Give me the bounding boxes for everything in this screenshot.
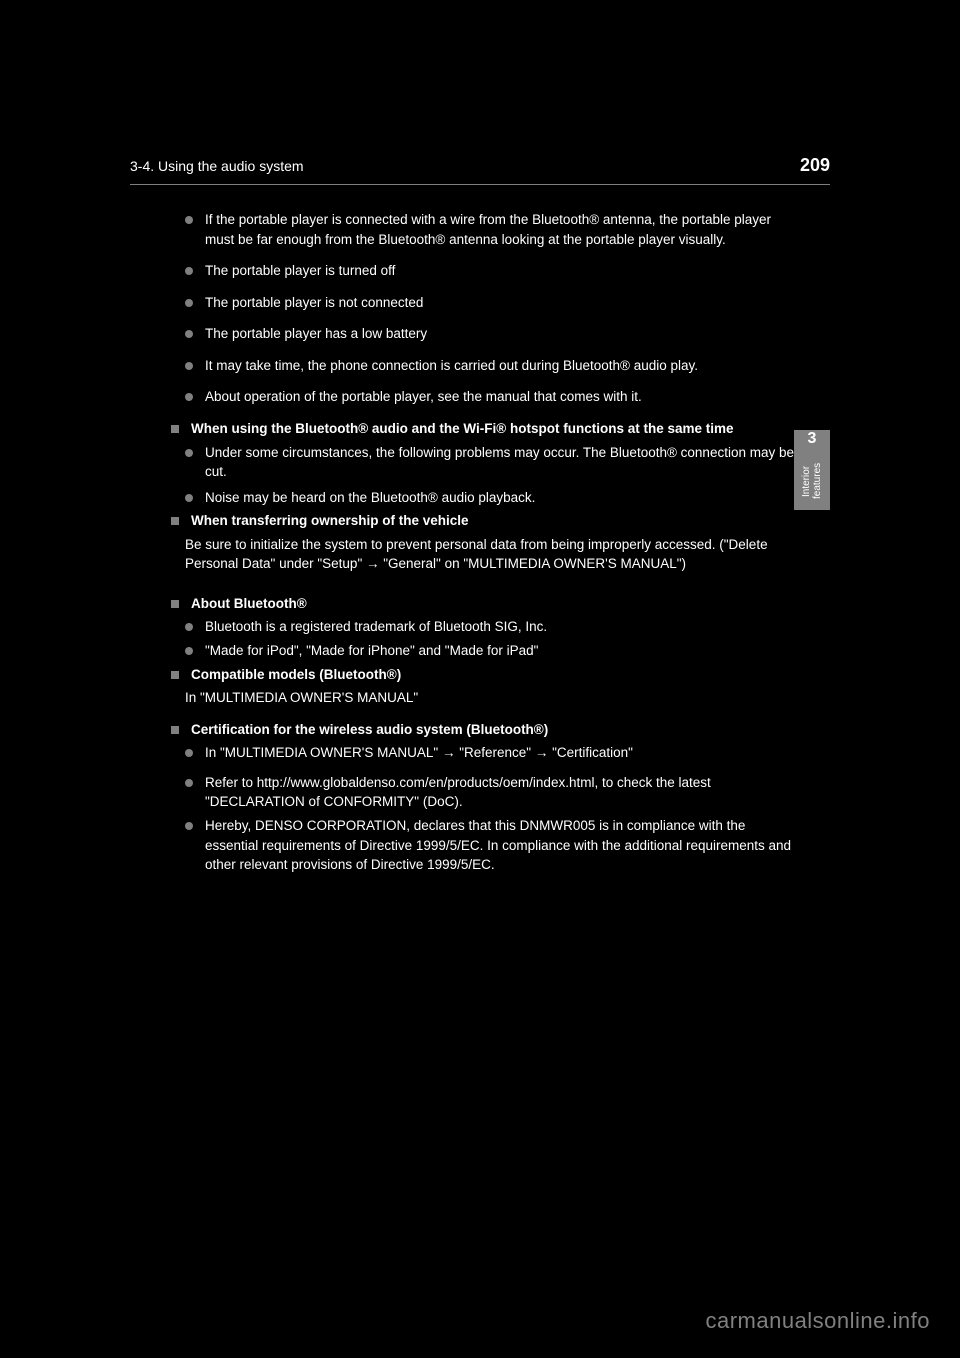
heading-text: Certification for the wireless audio sys… bbox=[191, 720, 548, 740]
list-item: Bluetooth is a registered trademark of B… bbox=[185, 617, 800, 637]
list-item: Refer to http://www.globaldenso.com/en/p… bbox=[185, 773, 800, 812]
chapter-number: 3 bbox=[808, 430, 817, 448]
page-number: 209 bbox=[800, 155, 830, 176]
list-item: Under some circumstances, the following … bbox=[185, 443, 800, 482]
circle-bullet-icon bbox=[185, 362, 193, 370]
circle-bullet-icon bbox=[185, 647, 193, 655]
page-header: 3-4. Using the audio system 209 bbox=[130, 155, 830, 185]
circle-bullet-icon bbox=[185, 330, 193, 338]
heading-text: When transferring ownership of the vehic… bbox=[191, 511, 469, 531]
list-item: Noise may be heard on the Bluetooth® aud… bbox=[185, 488, 800, 508]
list-item-text: Hereby, DENSO CORPORATION, declares that… bbox=[205, 816, 800, 875]
heading-text: Compatible models (Bluetooth®) bbox=[191, 665, 401, 685]
list-item-text: The portable player has a low battery bbox=[205, 324, 427, 344]
circle-bullet-icon bbox=[185, 494, 193, 502]
list-item: The portable player is turned off bbox=[185, 261, 800, 281]
body-text: Be sure to initialize the system to prev… bbox=[185, 535, 800, 574]
list-item-text: Noise may be heard on the Bluetooth® aud… bbox=[205, 488, 535, 508]
heading-row: When transferring ownership of the vehic… bbox=[185, 511, 800, 531]
list-item-text: It may take time, the phone connection i… bbox=[205, 356, 698, 376]
heading-row: About Bluetooth® bbox=[185, 594, 800, 614]
body-text: In "MULTIMEDIA OWNER'S MANUAL" bbox=[185, 688, 418, 708]
list-item-text: In "MULTIMEDIA OWNER'S MANUAL" → "Refere… bbox=[205, 743, 633, 763]
text-line: In "MULTIMEDIA OWNER'S MANUAL" bbox=[185, 688, 800, 708]
watermark: carmanualsonline.info bbox=[705, 1308, 930, 1334]
circle-bullet-icon bbox=[185, 623, 193, 631]
square-bullet-icon bbox=[171, 600, 179, 608]
heading-row: When using the Bluetooth® audio and the … bbox=[185, 419, 800, 439]
circle-bullet-icon bbox=[185, 779, 193, 787]
list-item-text: "Made for iPod", "Made for iPhone" and "… bbox=[205, 641, 538, 661]
list-item: About operation of the portable player, … bbox=[185, 387, 800, 407]
list-item-text: About operation of the portable player, … bbox=[205, 387, 642, 407]
section-title: 3-4. Using the audio system bbox=[130, 158, 304, 174]
list-item: The portable player has a low battery bbox=[185, 324, 800, 344]
heading-text: When using the Bluetooth® audio and the … bbox=[191, 419, 734, 439]
list-item: Hereby, DENSO CORPORATION, declares that… bbox=[185, 816, 800, 875]
list-item-text: The portable player is not connected bbox=[205, 293, 423, 313]
circle-bullet-icon bbox=[185, 393, 193, 401]
content-body: If the portable player is connected with… bbox=[130, 210, 830, 875]
list-item: "Made for iPod", "Made for iPhone" and "… bbox=[185, 641, 800, 661]
list-item-text: If the portable player is connected with… bbox=[205, 210, 800, 249]
circle-bullet-icon bbox=[185, 749, 193, 757]
square-bullet-icon bbox=[171, 671, 179, 679]
circle-bullet-icon bbox=[185, 449, 193, 457]
circle-bullet-icon bbox=[185, 822, 193, 830]
list-item: It may take time, the phone connection i… bbox=[185, 356, 800, 376]
list-item: In "MULTIMEDIA OWNER'S MANUAL" → "Refere… bbox=[185, 743, 800, 763]
circle-bullet-icon bbox=[185, 299, 193, 307]
square-bullet-icon bbox=[171, 425, 179, 433]
list-item-text: Refer to http://www.globaldenso.com/en/p… bbox=[205, 773, 800, 812]
list-item-text: Under some circumstances, the following … bbox=[205, 443, 800, 482]
text-line: Be sure to initialize the system to prev… bbox=[185, 535, 800, 574]
list-item: If the portable player is connected with… bbox=[185, 210, 800, 249]
list-item-text: The portable player is turned off bbox=[205, 261, 395, 281]
chapter-label: Interior features bbox=[801, 452, 823, 510]
heading-row: Compatible models (Bluetooth®) bbox=[185, 665, 800, 685]
circle-bullet-icon bbox=[185, 216, 193, 224]
square-bullet-icon bbox=[171, 726, 179, 734]
circle-bullet-icon bbox=[185, 267, 193, 275]
heading-text: About Bluetooth® bbox=[191, 594, 307, 614]
square-bullet-icon bbox=[171, 517, 179, 525]
list-item-text: Bluetooth is a registered trademark of B… bbox=[205, 617, 547, 637]
heading-row: Certification for the wireless audio sys… bbox=[185, 720, 800, 740]
list-item: The portable player is not connected bbox=[185, 293, 800, 313]
chapter-tab: 3 Interior features bbox=[794, 430, 830, 510]
